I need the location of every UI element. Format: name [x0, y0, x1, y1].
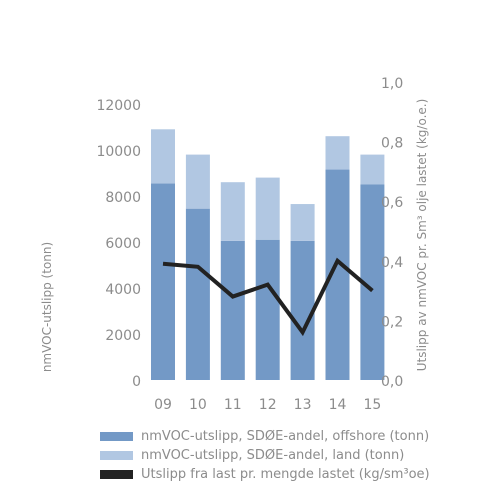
- x-tick-label: 10: [189, 397, 207, 413]
- y-tick-label: 10000: [96, 144, 141, 160]
- bar-offshore-13: [290, 240, 315, 380]
- legend-item-offshore: nmVOC-utslipp, SDØE-andel, offshore (ton…: [100, 427, 430, 446]
- x-tick-label: 11: [224, 397, 242, 413]
- x-tick-label: 12: [259, 397, 277, 413]
- left-axis-ticks: 0 2000 4000 6000 8000 10000 12000: [96, 98, 141, 390]
- bar-land-10: [185, 154, 210, 209]
- bar-land-13: [290, 204, 315, 241]
- legend-swatch-land: [100, 451, 133, 460]
- legend-label-offshore: nmVOC-utslipp, SDØE-andel, offshore (ton…: [141, 429, 430, 444]
- y2-tick-label: 0,8: [381, 136, 403, 152]
- y-tick-label: 4000: [105, 282, 141, 298]
- y-tick-label: 0: [132, 374, 141, 390]
- x-tick-label: 09: [154, 397, 172, 413]
- y-tick-label: 12000: [96, 98, 141, 114]
- legend-swatch-intensity: [100, 470, 133, 479]
- legend-item-land: nmVOC-utslipp, SDØE-andel, land (tonn): [100, 446, 430, 465]
- bar-land-09: [151, 129, 175, 184]
- bar-land-14: [325, 136, 350, 170]
- legend-label-land: nmVOC-utslipp, SDØE-andel, land (tonn): [141, 448, 405, 463]
- x-tick-label: 15: [363, 397, 381, 413]
- legend-label-intensity: Utslipp fra last pr. mengde lastet (kg/s…: [141, 467, 430, 482]
- y2-tick-label: 0,4: [381, 255, 403, 271]
- line-layer: [162, 257, 374, 337]
- y2-tick-label: 0,6: [381, 195, 403, 211]
- bar-land-15: [360, 154, 385, 185]
- bar-offshore-11: [220, 240, 245, 380]
- bars-layer: [151, 129, 385, 380]
- bar-offshore-09: [151, 183, 175, 380]
- bar-land-11: [220, 182, 245, 241]
- bar-offshore-10: [185, 208, 210, 380]
- right-axis-ticks: 0,0 0,2 0,4 0,6 0,8 1,0: [381, 76, 403, 390]
- y-axis-title: nmVOC-utslipp (tonn): [40, 242, 54, 372]
- y2-tick-label: 0,0: [381, 374, 403, 390]
- y2-axis-title: Utslipp av nmVOC pr. Sm³ olje lastet (kg…: [415, 99, 429, 372]
- y-tick-label: 2000: [105, 328, 141, 344]
- legend: nmVOC-utslipp, SDØE-andel, offshore (ton…: [100, 427, 430, 484]
- bar-land-12: [255, 177, 280, 240]
- y2-tick-label: 0,2: [381, 314, 403, 330]
- y2-tick-label: 1,0: [381, 76, 403, 92]
- x-tick-label: 14: [329, 397, 347, 413]
- x-axis-ticks: 09 10 11 12 13 14 15: [154, 397, 381, 413]
- y-tick-label: 6000: [105, 236, 141, 252]
- bar-offshore-12: [255, 239, 280, 380]
- x-tick-label: 13: [294, 397, 312, 413]
- legend-item-intensity: Utslipp fra last pr. mengde lastet (kg/s…: [100, 465, 430, 484]
- y-tick-label: 8000: [105, 190, 141, 206]
- legend-swatch-offshore: [100, 432, 133, 441]
